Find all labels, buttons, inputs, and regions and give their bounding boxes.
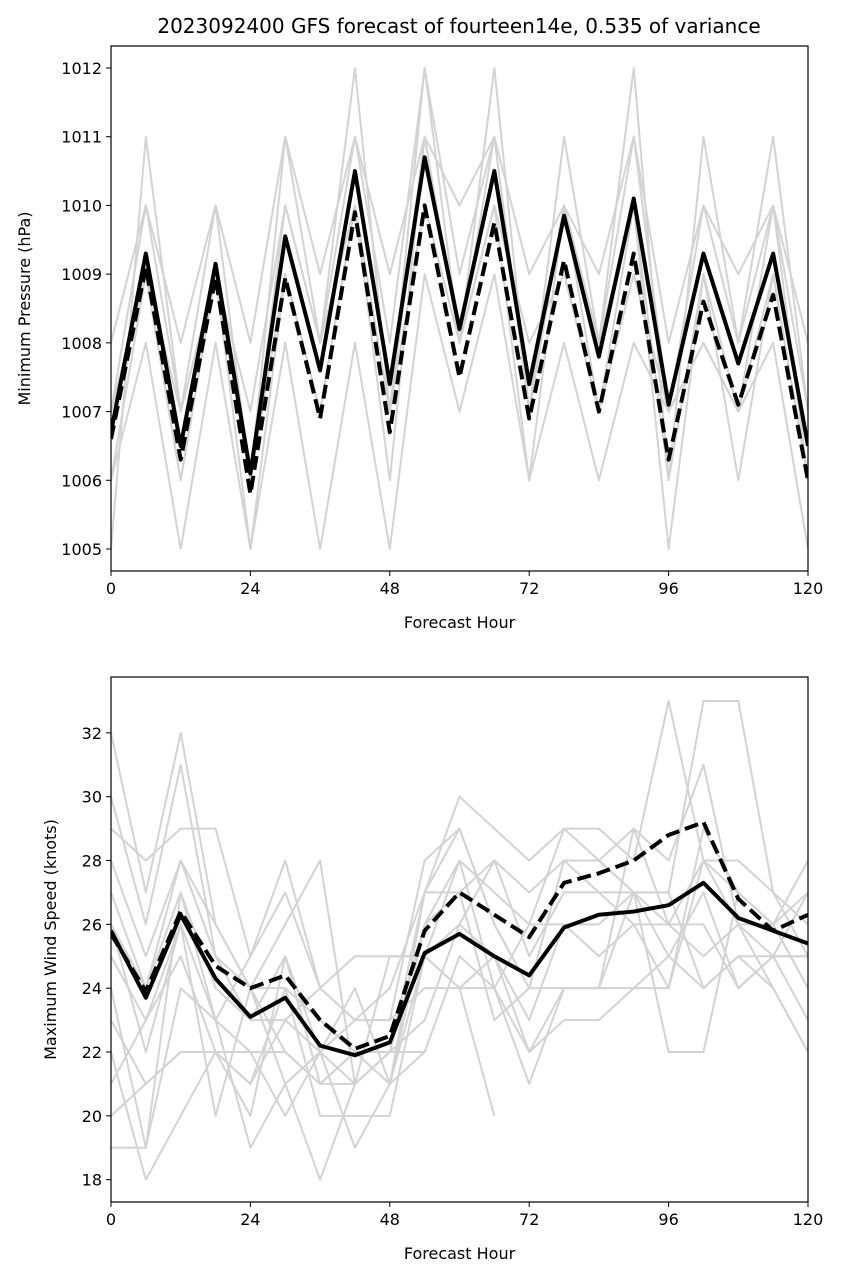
pressure-ensemble-line-4 bbox=[111, 273, 808, 551]
wind-panel: 0 24 48 72 96 120 18 20 22 24 26 28 30 32 Forecast Hou… bbox=[41, 676, 824, 1263]
chart-title: 2023092400 GFS forecast of fourteen14e, … bbox=[157, 14, 760, 38]
wind-ensemble-line-11 bbox=[111, 827, 808, 1117]
pressure-y-axis-label: Minimum Pressure (hPa) bbox=[15, 212, 34, 406]
pressure-ensemble-line-7 bbox=[111, 135, 808, 482]
pressure-solid-mean-line bbox=[111, 155, 808, 476]
wind-y-tick-label: 28 bbox=[82, 852, 102, 871]
wind-y-tick-label: 30 bbox=[82, 788, 102, 807]
pressure-panel: 0 24 48 72 96 120 1005 1006 1007 1008 1009 1010 1011… bbox=[15, 45, 824, 632]
pressure-ensemble-line-1 bbox=[111, 66, 808, 550]
wind-y-axis-label: Maximum Wind Speed (knots) bbox=[41, 819, 60, 1060]
pressure-x-tick-label: 48 bbox=[380, 579, 400, 598]
pressure-x-tick-label: 96 bbox=[658, 579, 678, 598]
wind-x-tick-label: 120 bbox=[793, 1210, 824, 1229]
wind-ensemble-line-14 bbox=[111, 859, 425, 1085]
pressure-y-tick-label: 1007 bbox=[61, 403, 102, 422]
wind-x-tick-label: 96 bbox=[658, 1210, 678, 1229]
wind-y-tick-label: 26 bbox=[82, 915, 102, 934]
pressure-y-tick-label: 1008 bbox=[61, 334, 102, 353]
wind-dashed-mean-line bbox=[111, 820, 808, 1051]
pressure-y-tick-label: 1006 bbox=[61, 471, 102, 490]
pressure-y-tick-label: 1010 bbox=[61, 196, 102, 215]
wind-y-tick-label: 24 bbox=[82, 979, 102, 998]
wind-plot-area bbox=[111, 699, 808, 1181]
wind-y-tick-label: 32 bbox=[82, 724, 102, 743]
wind-x-tick-label: 48 bbox=[380, 1210, 400, 1229]
pressure-dashed-mean-line bbox=[111, 203, 808, 497]
pressure-x-tick-label: 120 bbox=[793, 579, 824, 598]
pressure-x-tick-label: 72 bbox=[519, 579, 539, 598]
pressure-axes-frame bbox=[110, 45, 809, 572]
wind-ensemble-line-13 bbox=[111, 891, 496, 1149]
pressure-x-axis-label: Forecast Hour bbox=[404, 613, 516, 632]
wind-y-tick-label: 18 bbox=[82, 1171, 102, 1190]
wind-x-tick-label: 0 bbox=[106, 1210, 116, 1229]
wind-x-tick-label: 72 bbox=[519, 1210, 539, 1229]
pressure-y-tick-label: 1011 bbox=[61, 128, 102, 147]
wind-ensemble-line-2 bbox=[111, 763, 808, 1085]
pressure-ensemble-line-2 bbox=[111, 135, 808, 344]
wind-y-tick-label: 22 bbox=[82, 1043, 102, 1062]
pressure-plot-area bbox=[111, 66, 808, 551]
pressure-x-tick-label: 24 bbox=[240, 579, 260, 598]
wind-x-tick-label: 24 bbox=[240, 1210, 260, 1229]
pressure-y-tick-label: 1012 bbox=[61, 59, 102, 78]
pressure-ensemble-line-5 bbox=[111, 66, 808, 482]
pressure-y-tick-label: 1009 bbox=[61, 265, 102, 284]
wind-ensemble-line-1 bbox=[111, 699, 808, 1053]
wind-axes-frame bbox=[110, 676, 809, 1203]
wind-y-tick-label: 20 bbox=[82, 1107, 102, 1126]
pressure-y-tick-label: 1005 bbox=[61, 540, 102, 559]
wind-x-axis-label: Forecast Hour bbox=[404, 1244, 516, 1263]
wind-ensemble-line-5 bbox=[111, 891, 808, 1053]
wind-solid-mean-line bbox=[111, 880, 808, 1058]
pressure-x-tick-label: 0 bbox=[106, 579, 116, 598]
wind-ensemble-line-12 bbox=[111, 827, 808, 1117]
